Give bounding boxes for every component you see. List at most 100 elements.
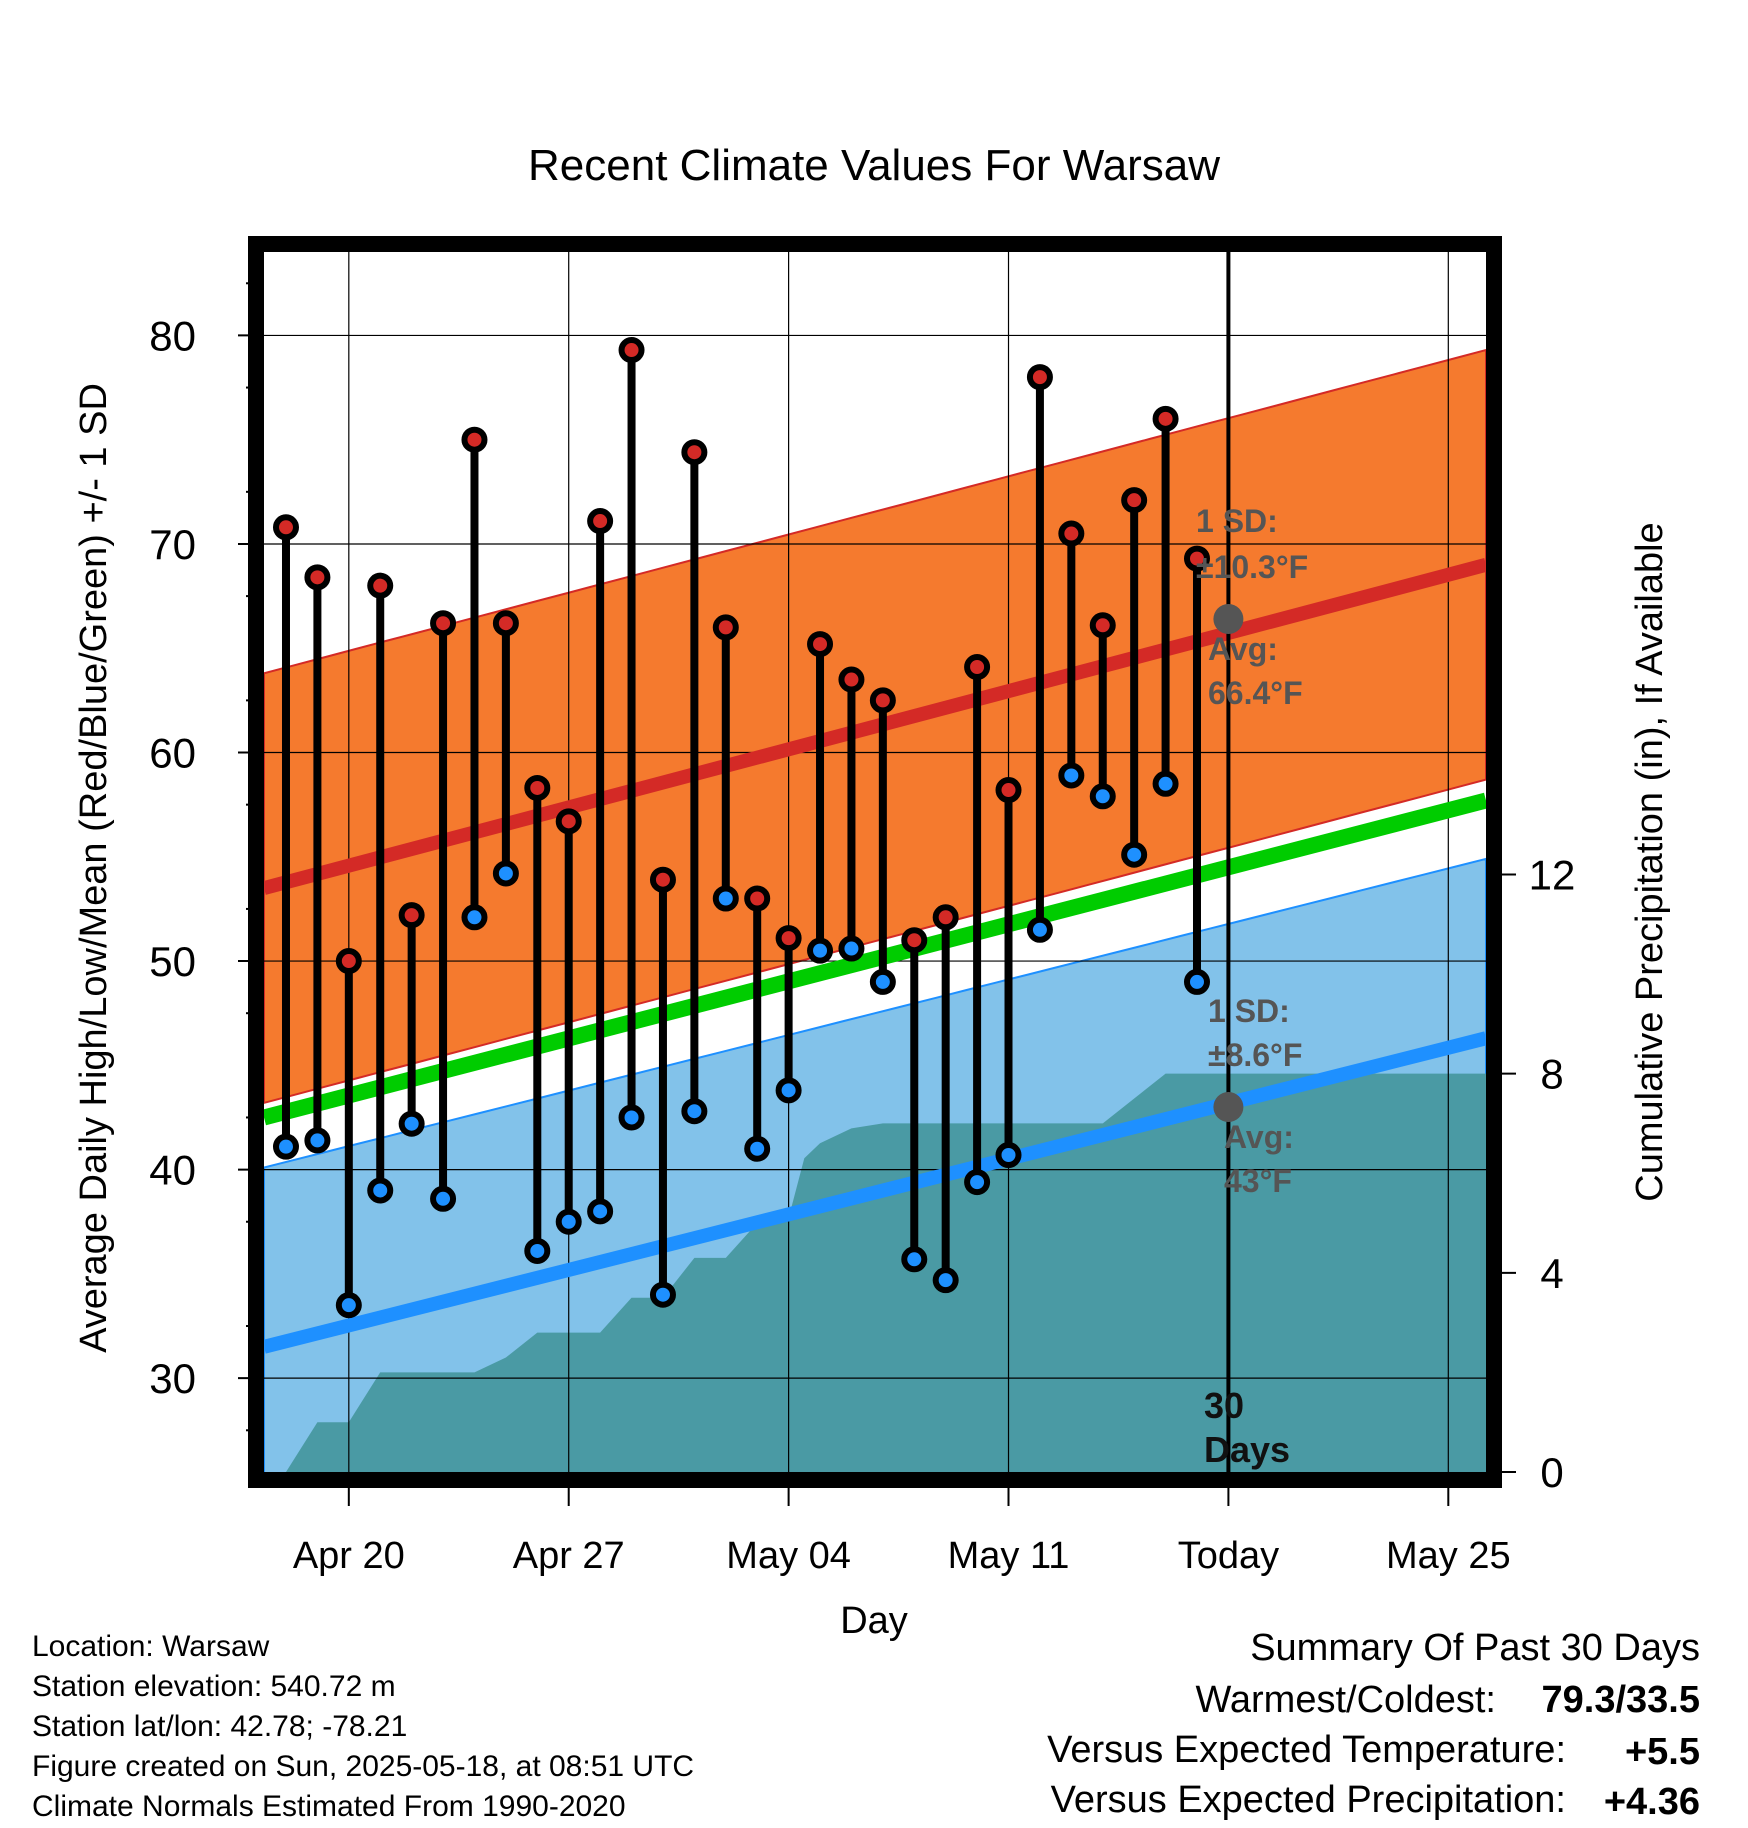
daily-low-point bbox=[712, 885, 739, 912]
high-mean-line bbox=[264, 558, 1486, 895]
days-count-label: 30 bbox=[1204, 1385, 1244, 1426]
daily-low-point bbox=[587, 1198, 614, 1225]
y-tick-label: 70 bbox=[149, 521, 196, 568]
high-sd-label: 1 SD: bbox=[1196, 503, 1278, 539]
plot-frame bbox=[248, 236, 1502, 1488]
daily-low-point bbox=[1152, 770, 1179, 797]
daily-low-point bbox=[1089, 783, 1116, 810]
x-axis: Apr 20 Apr 27 May 04 May 11 Today May 25 bbox=[293, 1488, 1511, 1577]
avg-markers bbox=[1213, 604, 1244, 1123]
plot-area bbox=[264, 252, 1486, 1472]
daily-low-point bbox=[304, 1127, 331, 1154]
daily-high-point bbox=[430, 610, 457, 637]
daily-low-point bbox=[964, 1169, 991, 1196]
summary-warm-cold-label: Warmest/Coldest: bbox=[1195, 1679, 1496, 1721]
y-tick-label: 80 bbox=[149, 312, 196, 359]
x-tick-label: Today bbox=[1178, 1535, 1279, 1577]
chart-title: Recent Climate Values For Warsaw bbox=[528, 141, 1220, 190]
daily-low-point bbox=[995, 1142, 1022, 1169]
daily-low-point bbox=[681, 1098, 708, 1125]
y-tick-label: 60 bbox=[149, 730, 196, 777]
footer-normals: Climate Normals Estimated From 1990-2020 bbox=[32, 1790, 626, 1823]
y-tick-label: 50 bbox=[149, 938, 196, 985]
summary-heading: Summary Of Past 30 Days bbox=[1250, 1627, 1700, 1669]
x-tick-label: May 04 bbox=[726, 1535, 851, 1577]
y2-axis-label: Cumulative Precipitation (in), If Availa… bbox=[1629, 522, 1671, 1201]
daily-high-point bbox=[932, 904, 959, 931]
summary-temp-label: Versus Expected Temperature: bbox=[1047, 1729, 1566, 1771]
daily-high-point bbox=[838, 666, 865, 693]
daily-low-point bbox=[1121, 841, 1148, 868]
daily-low-point bbox=[1058, 762, 1085, 789]
y-axis: 30 40 50 60 70 80 bbox=[149, 282, 256, 1432]
daily-low-point bbox=[838, 935, 865, 962]
daily-high-point bbox=[367, 572, 394, 599]
y2-axis: 0 4 8 12 bbox=[1494, 851, 1575, 1496]
daily-low-point bbox=[869, 968, 896, 995]
daily-low-point bbox=[649, 1281, 676, 1308]
daily-high-point bbox=[1089, 612, 1116, 639]
daily-low-point bbox=[398, 1110, 425, 1137]
daily-high-point bbox=[618, 337, 645, 364]
x-axis-label: Day bbox=[840, 1600, 908, 1642]
daily-low-point bbox=[807, 937, 834, 964]
mean-line bbox=[264, 792, 1486, 1126]
daily-high-point bbox=[712, 614, 739, 641]
daily-low-point bbox=[1026, 916, 1053, 943]
y2-tick-label: 12 bbox=[1529, 851, 1576, 898]
daily-low-point bbox=[524, 1237, 551, 1264]
footer-latlon: Station lat/lon: 42.78; -78.21 bbox=[32, 1710, 407, 1743]
high-avg-label: Avg: bbox=[1208, 631, 1278, 667]
y-axis-label: Average Daily High/Low/Mean (Red/Blue/Gr… bbox=[73, 383, 115, 1353]
footer-location: Location: Warsaw bbox=[32, 1630, 270, 1663]
daily-high-point bbox=[964, 654, 991, 681]
low-avg-label: Avg: bbox=[1224, 1119, 1294, 1155]
y-tick-label: 40 bbox=[149, 1147, 196, 1194]
x-tick-label: May 25 bbox=[1386, 1535, 1511, 1577]
low-avg-marker bbox=[1213, 1092, 1244, 1123]
daily-high-point bbox=[744, 885, 771, 912]
y2-tick-label: 4 bbox=[1540, 1250, 1563, 1297]
high-avg-marker bbox=[1213, 604, 1244, 635]
daily-high-point bbox=[1058, 520, 1085, 547]
summary-precip-value: +4.36 bbox=[1604, 1781, 1700, 1823]
y-tick-label: 30 bbox=[149, 1355, 196, 1402]
daily-high-point bbox=[524, 774, 551, 801]
daily-low-point bbox=[367, 1177, 394, 1204]
daily-low-point bbox=[901, 1246, 928, 1273]
daily-low-point bbox=[461, 904, 488, 931]
high-sd-value: ±10.3°F bbox=[1196, 549, 1308, 585]
daily-low-point bbox=[335, 1292, 362, 1319]
daily-high-point bbox=[1026, 364, 1053, 391]
daily-high-point bbox=[587, 508, 614, 535]
low-avg-value: 43°F bbox=[1224, 1163, 1292, 1199]
days-word-label: Days bbox=[1204, 1429, 1290, 1470]
daily-low-point bbox=[932, 1267, 959, 1294]
daily-high-point bbox=[272, 514, 299, 541]
low-sd-value: ±8.6°F bbox=[1208, 1037, 1302, 1073]
low-mean-line bbox=[264, 1031, 1486, 1354]
daily-high-point bbox=[681, 439, 708, 466]
daily-high-point bbox=[1121, 487, 1148, 514]
x-tick-label: May 11 bbox=[948, 1535, 1070, 1577]
summary-temp-value: +5.5 bbox=[1625, 1731, 1700, 1773]
daily-low-point bbox=[775, 1077, 802, 1104]
daily-high-point bbox=[901, 927, 928, 954]
footer-elevation: Station elevation: 540.72 m bbox=[32, 1670, 396, 1703]
daily-marks bbox=[272, 337, 1210, 1319]
daily-high-point bbox=[995, 777, 1022, 804]
daily-low-point bbox=[618, 1104, 645, 1131]
daily-high-point bbox=[398, 902, 425, 929]
daily-low-point bbox=[1183, 968, 1210, 995]
daily-low-point bbox=[430, 1185, 457, 1212]
daily-low-point bbox=[272, 1133, 299, 1160]
daily-high-point bbox=[775, 925, 802, 952]
daily-high-point bbox=[304, 564, 331, 591]
high-avg-value: 66.4°F bbox=[1208, 675, 1303, 711]
precip-area bbox=[264, 1073, 1486, 1472]
low-sd-label: 1 SD: bbox=[1208, 993, 1290, 1029]
daily-high-point bbox=[555, 808, 582, 835]
footer-created: Figure created on Sun, 2025-05-18, at 08… bbox=[32, 1750, 694, 1783]
daily-high-point bbox=[807, 631, 834, 658]
